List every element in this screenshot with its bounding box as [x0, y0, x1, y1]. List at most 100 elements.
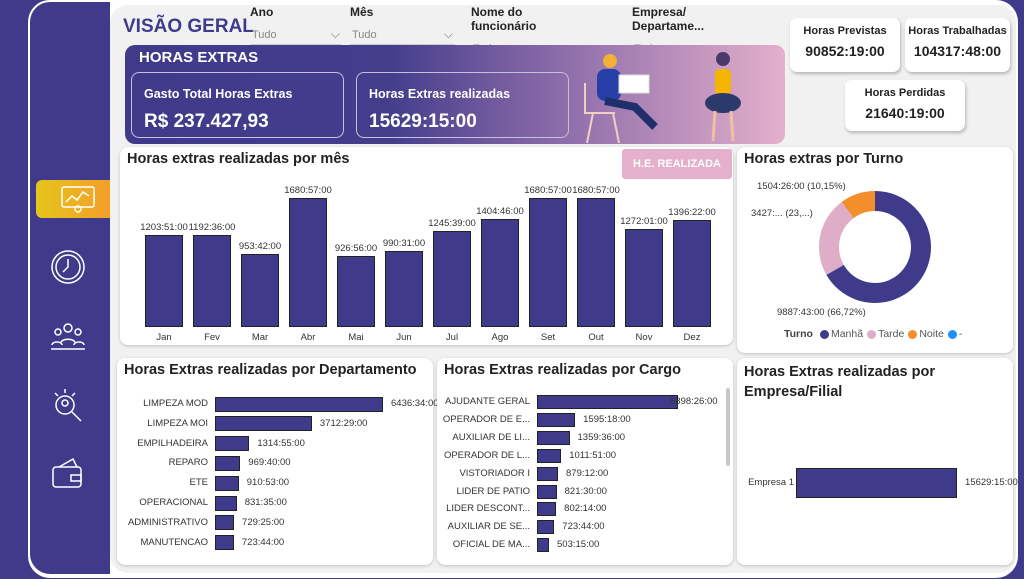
nav-horas[interactable] [46, 245, 90, 289]
x-tick-label: Mar [251, 332, 269, 343]
page-title: VISÃO GERAL [123, 16, 254, 37]
empresa-chart-panel: Horas Extras realizadas por Empresa/Fili… [737, 358, 1018, 565]
category-label: LIMPEZA MOD [143, 398, 208, 409]
category-label: AUXILIAR DE SE... [447, 521, 530, 533]
category-label: EMPILHADEIRA [137, 437, 208, 449]
category-bar[interactable] [215, 535, 234, 551]
category-bar[interactable] [537, 395, 678, 409]
scrollbar[interactable] [726, 388, 730, 466]
category-bar[interactable] [215, 515, 235, 531]
month-bar[interactable] [193, 235, 231, 327]
kpi-value: 90852:19:00 [805, 43, 885, 59]
data-label: 969:40:00 [248, 457, 291, 469]
x-tick-label: Jul [445, 332, 459, 343]
card-value: R$ 237.427,93 [144, 111, 269, 132]
data-label: 1396:22:00 [668, 206, 716, 218]
data-label: 990:31:00 [382, 237, 426, 249]
slicer-value: Tudo [352, 28, 377, 41]
slice-data-label: 3427:... (23,...) [751, 208, 813, 219]
month-bar[interactable] [289, 198, 327, 327]
category-bar[interactable] [215, 455, 241, 471]
he-realizada-button[interactable]: H.E. REALIZADA [622, 149, 732, 179]
category-bar[interactable] [537, 538, 550, 553]
x-tick-label: Nov [635, 332, 653, 343]
chart-title: Horas Extras realizadas por Empresa/Fili… [744, 364, 936, 400]
category-bar[interactable] [537, 448, 562, 463]
horas-extras-banner: HORAS EXTRAS Gasto Total Horas Extras R$… [125, 45, 785, 144]
card-label: Horas Extras realizadas [369, 87, 511, 101]
nav-equipe[interactable] [46, 314, 90, 358]
data-label: 910:53:00 [246, 477, 290, 489]
slicer-label: Nome do funcionário [471, 5, 537, 33]
legend-marker [867, 329, 877, 339]
month-bar[interactable] [385, 250, 423, 327]
category-bar[interactable] [537, 484, 557, 499]
horas-realizadas-card: Horas Extras realizadas 15629:15:00 [356, 72, 569, 138]
month-bar[interactable] [337, 255, 375, 327]
people-illustration [584, 52, 741, 144]
slice-Tarde[interactable] [819, 202, 854, 275]
month-bar[interactable] [241, 253, 279, 327]
slicer-label: Ano [250, 5, 274, 19]
search-person-icon [54, 389, 82, 422]
data-label: 1680:57:00 [524, 185, 572, 196]
category-bar[interactable] [215, 475, 239, 491]
x-tick-label: Ago [491, 332, 509, 343]
wallet-icon [52, 457, 82, 488]
category-bar[interactable] [215, 495, 237, 511]
legend-label: Manhã [830, 328, 864, 340]
data-label: 3712:29:00 [319, 417, 368, 429]
category-bar[interactable] [537, 502, 557, 517]
slicer-label: Mês [350, 5, 374, 19]
slicer-1[interactable]: Mês Tudo ⌵ [350, 5, 455, 45]
month-bar[interactable] [673, 219, 711, 327]
x-tick-label: Fev [204, 332, 220, 343]
category-bar[interactable] [537, 466, 559, 481]
category-bar[interactable] [215, 396, 383, 412]
data-label: 1314:55:00 [257, 437, 305, 449]
category-label: LIDER DESCONT... [446, 503, 530, 515]
legend-item[interactable]: Noite [908, 328, 944, 340]
category-label: LIDER DE PATIO [456, 485, 530, 497]
data-label: 926:56:00 [334, 242, 378, 254]
chevron-down-icon: ⌵ [443, 27, 453, 41]
data-label: 1404:46:00 [476, 206, 524, 218]
slicer-dropdown[interactable]: Tudo ⌵ [250, 25, 342, 45]
nav-busca[interactable] [46, 382, 90, 426]
slicer-value: Tudo [252, 28, 277, 41]
kpi-label: Horas Trabalhadas [908, 25, 1007, 37]
legend-item[interactable]: Manhã [819, 328, 864, 340]
category-bar[interactable] [215, 436, 250, 452]
slicer-0[interactable]: Ano Tudo ⌵ [250, 5, 342, 45]
data-label: 1272:01:00 [620, 216, 668, 228]
month-bar[interactable] [577, 198, 615, 327]
category-bar[interactable] [537, 412, 576, 427]
category-bar[interactable] [537, 520, 555, 535]
data-label: 879:12:00 [566, 467, 609, 479]
legend-label: Tarde [878, 328, 905, 340]
kpi-horas-perdidas: Horas Perdidas 21640:19:00 [845, 80, 965, 131]
data-label: 953:42:00 [238, 240, 282, 252]
slice-Noite[interactable] [841, 191, 875, 219]
category-bar[interactable] [537, 430, 570, 445]
data-label: 1680:57:00 [284, 185, 332, 196]
nav-custos[interactable] [46, 452, 90, 496]
chart-title: Horas Extras realizadas por Cargo [444, 362, 681, 378]
category-label: OPERADOR DE L... [443, 449, 530, 461]
card-value: 15629:15:00 [369, 111, 477, 132]
month-bar[interactable] [481, 219, 519, 327]
category-bar[interactable] [215, 416, 312, 432]
x-tick-label: Mai [348, 332, 364, 343]
slicer-dropdown[interactable]: Tudo ⌵ [350, 25, 455, 45]
month-bar[interactable] [145, 234, 183, 327]
data-label: 5898:26:00 [670, 396, 718, 407]
slice-Manhã[interactable] [826, 191, 931, 303]
month-bar[interactable] [433, 231, 471, 327]
category-bar[interactable] [796, 468, 957, 498]
legend-item[interactable]: Tarde [867, 328, 904, 340]
card-label: Gasto Total Horas Extras [144, 87, 293, 101]
nav-visao-geral[interactable] [36, 180, 120, 218]
legend-item[interactable]: - [947, 328, 962, 340]
month-bar[interactable] [529, 198, 567, 327]
month-bar[interactable] [625, 229, 663, 327]
